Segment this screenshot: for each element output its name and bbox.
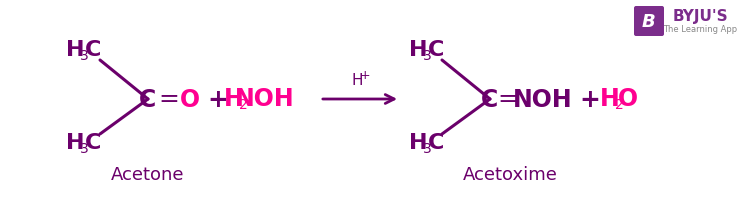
Text: B: B xyxy=(642,13,656,31)
Text: C: C xyxy=(140,87,157,112)
Text: O: O xyxy=(180,87,200,112)
Text: The Learning App: The Learning App xyxy=(663,24,737,33)
Text: H: H xyxy=(409,40,428,60)
Text: C: C xyxy=(85,40,101,60)
FancyBboxPatch shape xyxy=(634,7,664,37)
Text: +: + xyxy=(360,69,370,82)
Text: =: = xyxy=(158,87,179,110)
Text: H: H xyxy=(351,73,363,88)
Text: BYJU'S: BYJU'S xyxy=(672,9,728,24)
Text: 2: 2 xyxy=(238,98,248,112)
Text: H: H xyxy=(66,40,84,60)
Text: Acetoxime: Acetoxime xyxy=(463,165,557,183)
Text: C: C xyxy=(85,132,101,152)
Text: C: C xyxy=(427,40,444,60)
Text: C: C xyxy=(427,132,444,152)
Text: +: + xyxy=(580,87,601,112)
Text: 3: 3 xyxy=(80,141,88,155)
Text: O: O xyxy=(618,87,638,110)
Text: Acetone: Acetone xyxy=(111,165,184,183)
Text: +: + xyxy=(208,87,229,112)
Text: 3: 3 xyxy=(423,49,431,63)
Text: 2: 2 xyxy=(615,98,623,112)
Text: C: C xyxy=(482,87,499,112)
Text: H: H xyxy=(224,87,244,110)
Text: NOH: NOH xyxy=(236,87,295,110)
Text: H: H xyxy=(66,132,84,152)
Text: =: = xyxy=(497,87,518,110)
Text: NOH: NOH xyxy=(513,87,573,112)
Text: 3: 3 xyxy=(80,49,88,63)
Text: H: H xyxy=(409,132,428,152)
Text: 3: 3 xyxy=(423,141,431,155)
Text: H: H xyxy=(600,87,619,110)
